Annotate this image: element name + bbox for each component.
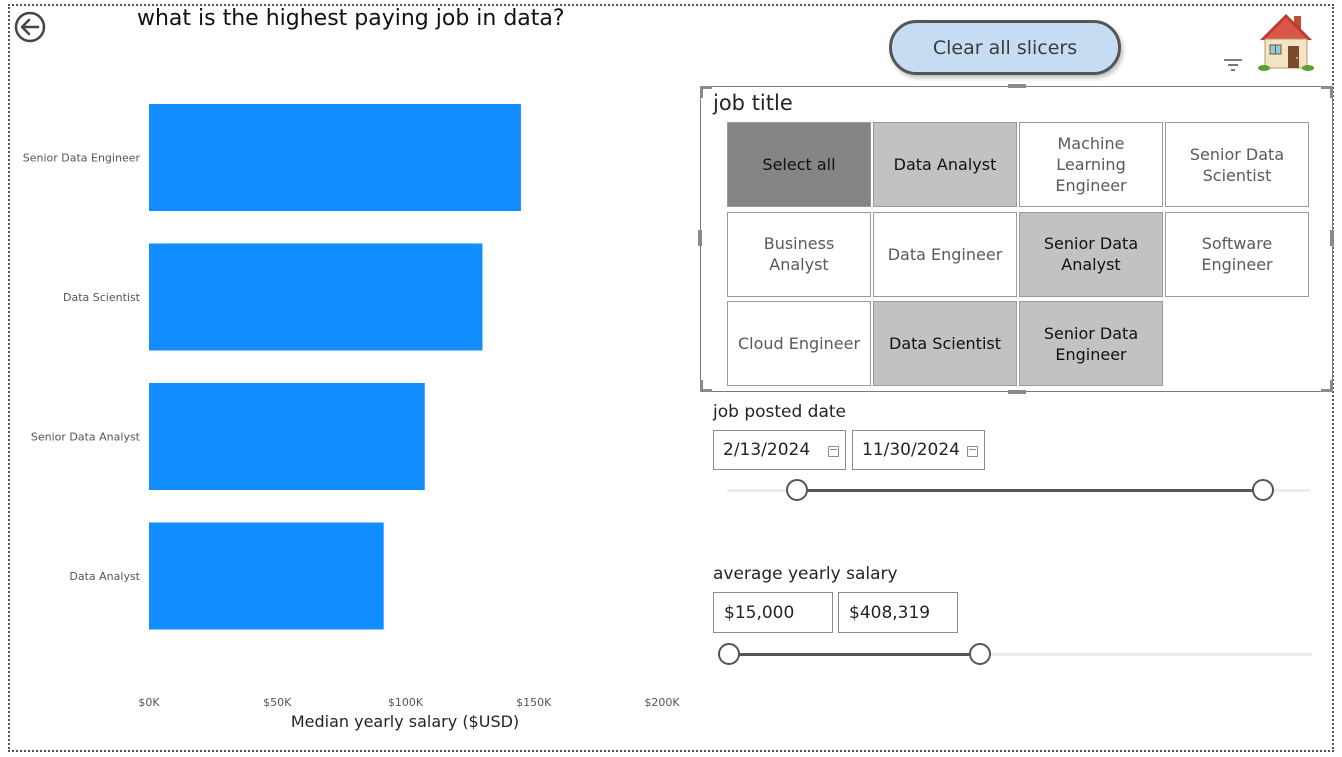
bar-data-scientist[interactable] — [149, 243, 483, 351]
resize-handle[interactable] — [1330, 230, 1334, 246]
tile-cloud-engineer[interactable]: Cloud Engineer — [727, 301, 871, 386]
x-axis-title: Median yearly salary ($USD) — [290, 712, 520, 731]
tile-label: Select all — [762, 155, 836, 174]
x-tick-label: $50K — [263, 696, 292, 709]
home-icon[interactable] — [1256, 10, 1316, 74]
tile-label: Data Engineer — [887, 244, 1003, 264]
x-tick-label: $200K — [644, 696, 680, 709]
tile-label: Data Analyst — [893, 155, 997, 174]
resize-handle[interactable] — [698, 230, 702, 246]
tile-senior-data-scientist[interactable]: Senior Data Scientist — [1165, 122, 1309, 207]
salary-slider-range — [729, 653, 980, 656]
tile-business-analyst[interactable]: Business Analyst — [727, 211, 871, 297]
end-date-value: 11/30/2024 — [862, 440, 960, 460]
tile-label: Cloud Engineer — [737, 334, 861, 353]
tile-label: Senior Data Scientist — [1189, 144, 1285, 185]
bar-senior-data-engineer[interactable] — [149, 104, 521, 211]
y-tick-label: Data Analyst — [69, 570, 140, 583]
report-canvas — [8, 4, 1334, 752]
resize-handle[interactable] — [700, 86, 712, 89]
tile-senior-data-engineer[interactable]: Senior Data Engineer — [1019, 301, 1163, 386]
tile-label: Software Engineer — [1201, 234, 1273, 274]
x-tick-label: $150K — [516, 696, 552, 709]
back-arrow-icon[interactable] — [14, 11, 46, 43]
bar-data-analyst[interactable] — [149, 522, 384, 630]
tile-select-all[interactable]: Select all — [727, 122, 871, 207]
date-slider-range — [796, 489, 1264, 492]
salary-min-value: $15,000 — [724, 602, 795, 623]
resize-handle[interactable] — [1321, 389, 1333, 392]
job-title-tiles: Select all Data Analyst Machine Learning E… — [727, 122, 1309, 386]
resize-handle[interactable] — [1330, 86, 1333, 98]
tile-label: Machine Learning Engineer — [1055, 134, 1127, 195]
date-slicer-label: job posted date — [713, 402, 847, 422]
calendar-icon[interactable] — [828, 446, 839, 457]
salary-min-input[interactable]: $15,000 — [713, 592, 833, 633]
end-date-input[interactable]: 11/30/2024 — [852, 430, 985, 470]
tile-data-scientist[interactable]: Data Scientist — [873, 301, 1017, 386]
y-tick-label: Senior Data Engineer — [23, 152, 141, 165]
page-title: what is the highest paying job in data? — [137, 6, 565, 31]
job-title-slicer-title: job title — [713, 91, 793, 115]
filter-icon[interactable] — [1222, 56, 1244, 74]
salary-slicer-label: average yearly salary — [713, 564, 898, 584]
salary-slider-end-handle[interactable] — [968, 643, 991, 665]
x-tick-label: $0K — [138, 696, 160, 709]
start-date-value: 2/13/2024 — [723, 440, 811, 460]
resize-handle[interactable] — [1321, 86, 1333, 89]
tile-senior-data-analyst[interactable]: Senior Data Analyst — [1019, 211, 1163, 297]
y-tick-label: Data Scientist — [63, 291, 141, 304]
date-slider-start-handle[interactable] — [785, 479, 808, 501]
bar-senior-data-analyst[interactable] — [149, 383, 425, 490]
salary-slider-track[interactable] — [729, 653, 1312, 656]
tile-data-engineer[interactable]: Data Engineer — [873, 211, 1017, 297]
date-slider-end-handle[interactable] — [1252, 479, 1275, 501]
tile-label: Business Analyst — [763, 234, 835, 274]
salary-bar-chart: Senior Data Engineer Data Scientist Senior… — [0, 70, 700, 740]
resize-handle[interactable] — [700, 389, 712, 392]
tile-label: Senior Data Engineer — [1043, 323, 1139, 364]
bar-chart-svg: Senior Data Engineer Data Scientist Senior… — [23, 104, 680, 709]
resize-handle[interactable] — [1330, 380, 1333, 392]
resize-handle[interactable] — [1008, 390, 1026, 394]
resize-handle[interactable] — [1008, 84, 1026, 88]
start-date-input[interactable]: 2/13/2024 — [713, 430, 846, 470]
salary-max-input[interactable]: $408,319 — [838, 592, 958, 633]
tile-label: Senior Data Analyst — [1043, 234, 1139, 274]
salary-max-value: $408,319 — [849, 602, 931, 623]
salary-slider-start-handle[interactable] — [718, 643, 740, 665]
tile-data-analyst[interactable]: Data Analyst — [873, 122, 1017, 207]
tile-label: Data Scientist — [889, 334, 1001, 353]
clear-all-slicers-button[interactable]: Clear all slicers — [889, 20, 1121, 75]
tile-machine-learning-engineer[interactable]: Machine Learning Engineer — [1019, 122, 1163, 207]
resize-handle[interactable] — [700, 86, 703, 98]
x-tick-label: $100K — [388, 696, 424, 709]
calendar-icon[interactable] — [967, 446, 978, 457]
y-tick-label: Senior Data Analyst — [31, 431, 141, 444]
tile-software-engineer[interactable]: Software Engineer — [1165, 211, 1309, 297]
resize-handle[interactable] — [700, 380, 703, 392]
